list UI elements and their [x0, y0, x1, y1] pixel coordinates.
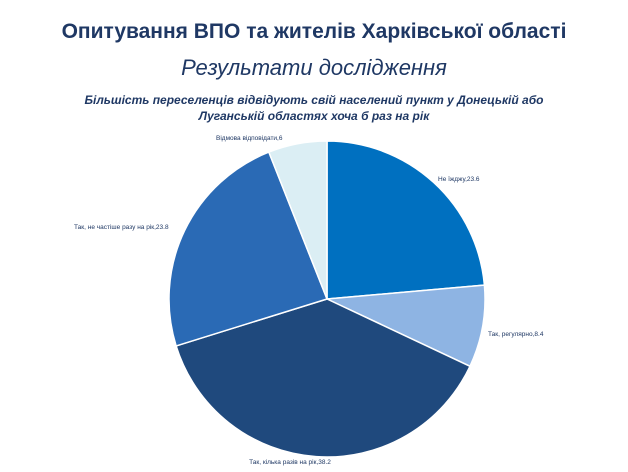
pie-slice-5	[267, 140, 328, 300]
slice-label-3: Так, кілька разів на рік,38.2	[249, 458, 331, 466]
caption-line-1: Більшість переселенців відвідують свій н…	[84, 93, 544, 107]
slide-subtitle: Результати дослідження	[181, 55, 447, 80]
pie-slice-1	[326, 140, 486, 300]
slide-title: Опитування ВПО та жителів Харківської об…	[61, 20, 567, 43]
slice-label-2: Так, регулярно,8.4	[488, 331, 544, 338]
pie-slice-3	[175, 298, 471, 458]
chart-caption: Більшість переселенців відвідують свій н…	[20, 92, 608, 124]
slice-label-4: Так, не частіше разу на рік,23.8	[74, 223, 169, 231]
slice-label-1: Не їжджу,23.6	[438, 176, 480, 183]
caption-line-2: Луганській областях хоча б раз на рік	[198, 109, 430, 123]
slice-label-5: Відмова відповідати,6	[216, 134, 283, 142]
